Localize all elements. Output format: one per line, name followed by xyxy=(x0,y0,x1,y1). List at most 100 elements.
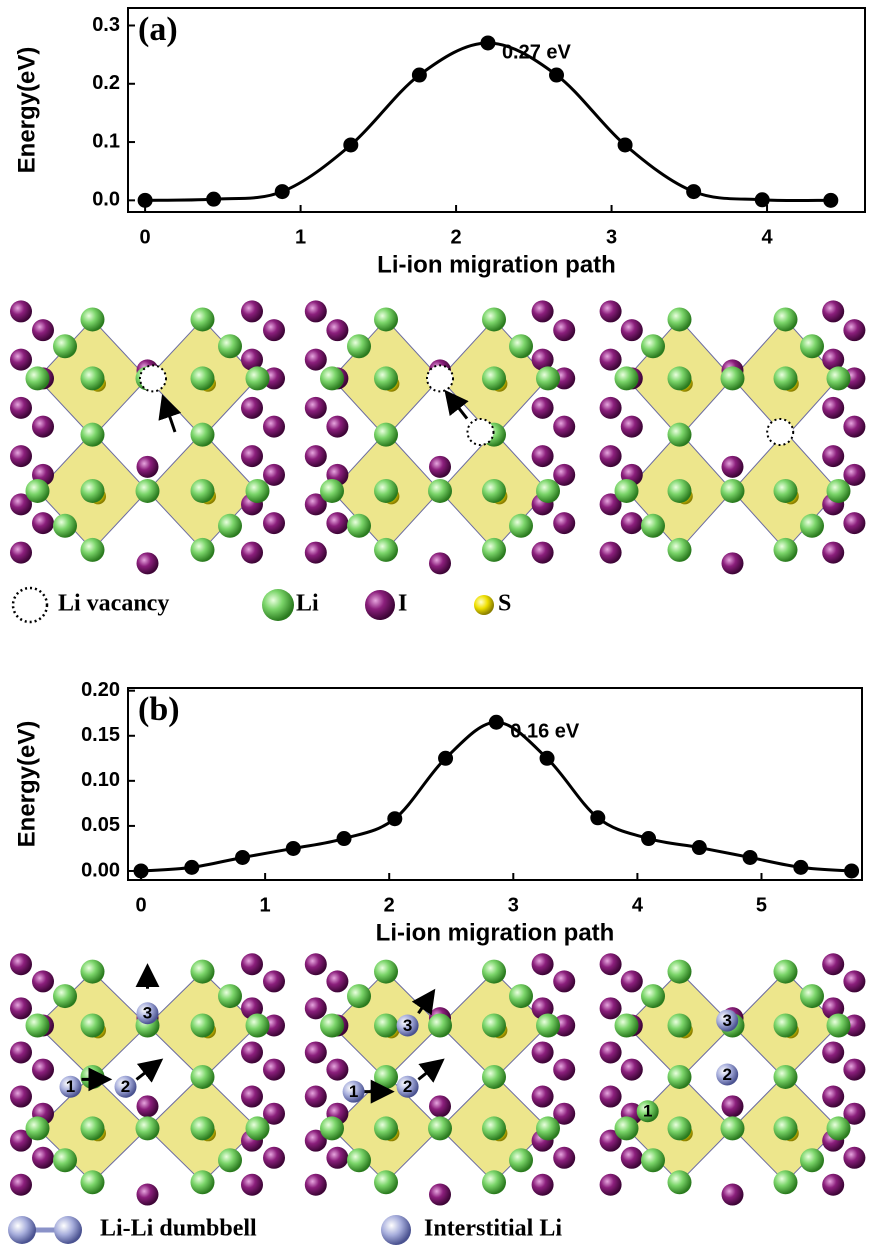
x-axis-title: Li-ion migration path xyxy=(376,919,615,946)
x-tick-label: 3 xyxy=(606,226,617,248)
lithium-atom xyxy=(509,514,533,538)
lithium-atom xyxy=(800,334,824,358)
data-point xyxy=(480,35,495,50)
data-point xyxy=(438,751,453,766)
iodine-atom xyxy=(429,1095,451,1117)
lithium-atom xyxy=(668,307,692,331)
iodine-atom xyxy=(305,997,327,1019)
data-point xyxy=(275,184,290,199)
legend-li-icon xyxy=(262,589,294,621)
iodine-atom xyxy=(553,319,575,341)
iodine-atom xyxy=(10,542,32,564)
energy-curve xyxy=(145,43,831,201)
data-point xyxy=(337,831,352,846)
lithium-atom xyxy=(641,334,665,358)
lithium-atom xyxy=(800,984,824,1008)
iodine-atom xyxy=(305,953,327,975)
lithium-atom xyxy=(774,1065,798,1089)
lithium-atom xyxy=(81,960,105,984)
lithium-atom xyxy=(827,1014,851,1038)
lithium-atom xyxy=(374,479,398,503)
iodine-atom xyxy=(32,319,54,341)
li-vacancy xyxy=(767,419,793,445)
data-point xyxy=(540,751,555,766)
lithium-atom xyxy=(218,334,242,358)
lithium-atom xyxy=(827,479,851,503)
iodine-atom xyxy=(822,542,844,564)
iodine-atom xyxy=(10,300,32,322)
iodine-atom xyxy=(722,1095,744,1117)
lithium-atom xyxy=(246,366,270,390)
lithium-atom xyxy=(374,1170,398,1194)
migration-arrow xyxy=(137,1062,159,1079)
lithium-atom xyxy=(668,423,692,447)
iodine-atom xyxy=(241,445,263,467)
crystal-structure: 123 xyxy=(10,953,285,1205)
lithium-atom xyxy=(81,307,105,331)
lithium-atom xyxy=(320,366,344,390)
iodine-atom xyxy=(137,552,159,574)
lithium-atom xyxy=(774,1116,798,1140)
lithium-atom xyxy=(482,307,506,331)
legend-label: Li-Li dumbbell xyxy=(100,1216,257,1242)
lithium-atom xyxy=(81,1065,105,1089)
lithium-atom xyxy=(374,1065,398,1089)
lithium-atom xyxy=(26,1116,50,1140)
x-tick-label: 2 xyxy=(451,226,462,248)
legend-label: I xyxy=(398,591,407,617)
iodine-atom xyxy=(621,416,643,438)
lithium-atom xyxy=(191,423,215,447)
iodine-atom xyxy=(10,1086,32,1108)
lithium-atom xyxy=(191,1116,215,1140)
lithium-atom xyxy=(428,1014,452,1038)
lithium-atom xyxy=(800,514,824,538)
iodine-atom xyxy=(305,300,327,322)
lithium-atom xyxy=(641,1148,665,1172)
iodine-atom xyxy=(600,997,622,1019)
lithium-atom xyxy=(509,1148,533,1172)
iodine-atom xyxy=(621,512,643,534)
lithium-atom xyxy=(482,1014,506,1038)
iodine-atom xyxy=(137,1184,159,1206)
iodine-atom xyxy=(10,997,32,1019)
legend-interstitial-icon xyxy=(381,1215,411,1245)
iodine-atom xyxy=(10,445,32,467)
iodine-atom xyxy=(263,464,285,486)
iodine-atom xyxy=(241,953,263,975)
iodine-atom xyxy=(532,1086,554,1108)
lithium-atom xyxy=(191,1170,215,1194)
site-label: 2 xyxy=(403,1077,412,1096)
legend-label: S xyxy=(498,591,511,617)
iodine-atom xyxy=(263,1147,285,1169)
iodine-atom xyxy=(305,1174,327,1196)
site-label: 2 xyxy=(722,1065,731,1084)
legend-dumbbell-icon xyxy=(54,1216,82,1244)
x-tick-label: 0 xyxy=(135,894,146,916)
lithium-atom xyxy=(774,307,798,331)
data-point xyxy=(184,860,199,875)
li-vacancy xyxy=(140,365,166,391)
lithium-atom xyxy=(509,334,533,358)
iodine-atom xyxy=(10,1041,32,1063)
lithium-atom xyxy=(81,479,105,503)
data-point xyxy=(387,811,402,826)
x-tick-label: 2 xyxy=(384,894,395,916)
legend-label: Li vacancy xyxy=(58,591,169,617)
iodine-atom xyxy=(843,416,865,438)
lithium-atom xyxy=(482,1065,506,1089)
iodine-atom xyxy=(600,1086,622,1108)
iodine-atom xyxy=(32,970,54,992)
lithium-atom xyxy=(721,1116,745,1140)
x-axis-title: Li-ion migration path xyxy=(377,251,616,278)
iodine-atom xyxy=(241,542,263,564)
lithium-atom xyxy=(668,1014,692,1038)
lithium-atom xyxy=(347,514,371,538)
lithium-atom xyxy=(81,538,105,562)
lithium-atom xyxy=(218,984,242,1008)
lithium-atom xyxy=(536,1116,560,1140)
lithium-atom xyxy=(536,479,560,503)
site-label: 2 xyxy=(121,1077,130,1096)
lithium-atom xyxy=(668,538,692,562)
iodine-atom xyxy=(305,542,327,564)
lithium-atom xyxy=(774,1014,798,1038)
